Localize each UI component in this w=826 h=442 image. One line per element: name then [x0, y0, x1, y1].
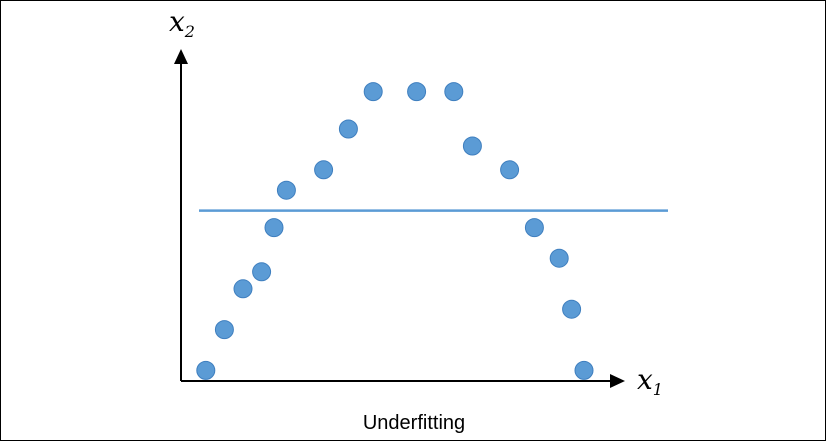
data-point-3 [233, 279, 253, 299]
x-axis-label-subscript: 1 [653, 380, 663, 399]
data-point-13 [500, 160, 520, 180]
data-point-7 [314, 160, 334, 180]
x-axis-arrow [610, 374, 625, 388]
data-point-1 [196, 360, 216, 380]
data-point-17 [574, 360, 594, 380]
axes [174, 49, 625, 388]
y-axis-arrow [174, 49, 188, 64]
data-point-16 [562, 299, 582, 319]
figure-caption: Underfitting [363, 412, 465, 434]
data-point-2 [214, 320, 234, 340]
x-axis-label: x1 [637, 363, 663, 399]
y-axis-label-subscript: 2 [184, 22, 195, 41]
data-point-8 [338, 119, 358, 139]
data-point-14 [524, 218, 544, 238]
data-point-10 [407, 82, 427, 102]
data-point-4 [252, 262, 272, 282]
y-axis-label: x2 [169, 5, 195, 41]
data-point-12 [462, 136, 482, 156]
data-point-6 [276, 180, 296, 200]
data-points [196, 82, 594, 380]
data-point-5 [264, 218, 284, 238]
data-point-11 [444, 82, 464, 102]
data-point-15 [549, 248, 569, 268]
data-point-9 [363, 82, 383, 102]
